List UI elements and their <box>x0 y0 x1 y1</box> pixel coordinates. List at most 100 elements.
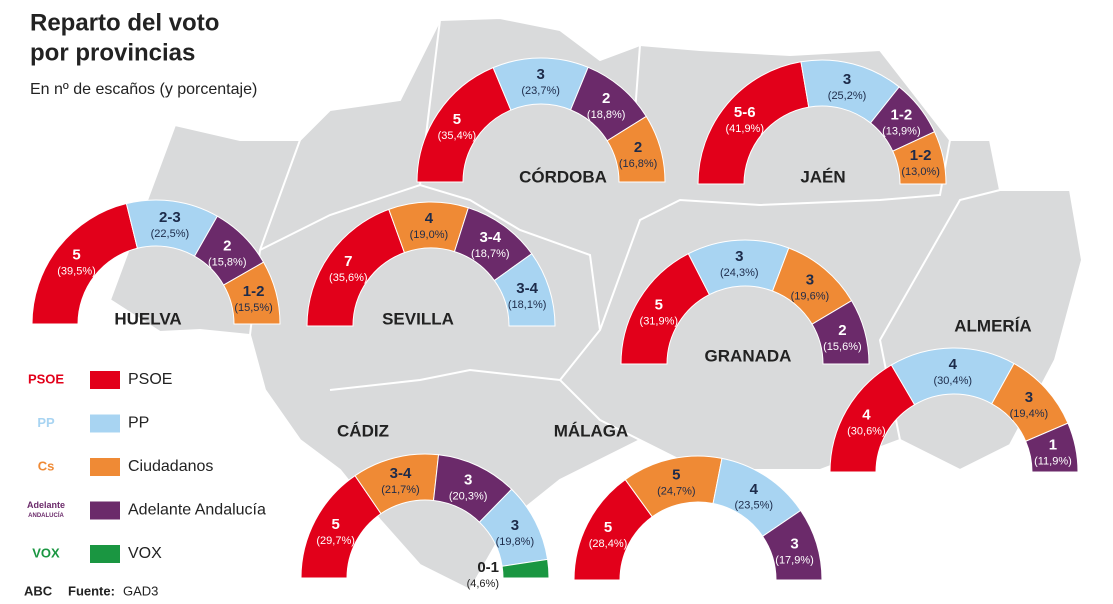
seat-segment <box>892 131 947 185</box>
province-name: HUELVA <box>114 309 181 328</box>
percent-label: (21,7%) <box>381 484 420 496</box>
percent-label: (31,9%) <box>640 315 679 327</box>
seat-label: 3 <box>536 66 544 83</box>
percent-label: (35,4%) <box>438 130 477 142</box>
seat-label: 3 <box>1025 389 1033 406</box>
hemicycle: 5 (39,5%) 2-3 (22,5%) 2 (15,8%) 1-2 (15,5%) HUEL… <box>31 199 281 328</box>
percent-label: (29,7%) <box>316 535 355 547</box>
percent-label: (4,6%) <box>467 578 499 590</box>
legend-swatch <box>90 501 120 520</box>
hemicycle: 5 (35,4%) 3 (23,7%) 2 (18,8%) 2 (16,8%) CÓRDOBA <box>416 57 666 186</box>
title-line: por provincias <box>30 39 195 66</box>
charts: 5 (35,4%) 3 (23,7%) 2 (18,8%) 2 (16,8%) CÓRDOBA 5… <box>31 57 1079 590</box>
seat-label: 5 <box>604 519 612 536</box>
legend-label: Ciudadanos <box>128 458 213 475</box>
percent-label: (24,7%) <box>657 485 696 497</box>
percent-label: (11,9%) <box>1034 456 1072 468</box>
seat-label: 2 <box>838 322 846 339</box>
party-logo: Adelante <box>27 500 65 510</box>
percent-label: (19,0%) <box>410 229 449 241</box>
province-name: CÓRDOBA <box>519 167 607 186</box>
percent-label: (18,8%) <box>587 109 626 121</box>
percent-label: (30,4%) <box>934 375 973 387</box>
percent-label: (22,5%) <box>151 228 190 240</box>
party-logo: Cs <box>38 458 55 473</box>
seat-label: 5 <box>672 466 680 483</box>
seat-segment <box>606 115 666 183</box>
province-name: ALMERÍA <box>954 316 1031 335</box>
province-name: SEVILLA <box>382 309 454 328</box>
seat-label: 4 <box>750 481 759 498</box>
percent-label: (35,6%) <box>329 272 368 284</box>
seat-label: 2 <box>223 237 231 254</box>
seat-label: 5 <box>655 296 663 313</box>
province-name: MÁLAGA <box>554 421 629 440</box>
party-logo: VOX <box>32 545 60 560</box>
seat-segment <box>811 299 870 365</box>
province-name: GRANADA <box>705 346 792 365</box>
party-logo: PP <box>37 415 55 430</box>
percent-label: (15,5%) <box>234 302 273 314</box>
seat-label: 7 <box>344 253 352 270</box>
seat-label: 3 <box>511 517 519 534</box>
hemicycle: 7 (35,6%) 4 (19,0%) 3-4 (18,7%) 3-4 (18,1%) SEVI… <box>306 201 556 328</box>
province-name: JAÉN <box>800 167 845 186</box>
percent-label: (19,6%) <box>791 291 830 303</box>
party-logo: ANDALUCÍA <box>28 511 64 519</box>
seat-label: 3 <box>843 71 851 88</box>
hemicycle: 4 (30,6%) 4 (30,4%) 3 (19,4%) 1 (11,9%) ALMERÍA <box>829 316 1079 473</box>
legend-label: PP <box>128 415 149 432</box>
percent-label: (17,9%) <box>775 554 814 566</box>
seat-label: 3-4 <box>516 280 538 297</box>
legend-swatch <box>90 371 120 389</box>
hemicycle: 5 (28,4%) 5 (24,7%) 4 (23,5%) 3 (17,9%) MÁLAGA <box>554 421 823 581</box>
hemicycle: 5 (29,7%) 3-4 (21,7%) 3 (20,3%) 3 (19,8%) 0-1 (4,… <box>300 421 550 590</box>
seat-label: 3 <box>790 535 798 552</box>
legend-swatch <box>90 458 120 476</box>
title-line: Reparto del voto <box>30 9 219 36</box>
percent-label: (24,3%) <box>720 267 759 279</box>
seat-label: 1-2 <box>891 107 913 124</box>
seat-label: 2 <box>634 139 642 156</box>
seat-label: 5-6 <box>734 104 756 121</box>
legend-swatch <box>90 414 120 433</box>
percent-label: (25,2%) <box>828 90 867 102</box>
legend-label: VOX <box>128 545 162 562</box>
percent-label: (19,4%) <box>1010 408 1049 420</box>
seat-segment <box>493 253 556 327</box>
percent-label: (18,7%) <box>471 248 510 260</box>
legend-swatch <box>90 545 120 563</box>
percent-label: (13,9%) <box>882 125 921 137</box>
seat-segment <box>1025 422 1079 473</box>
percent-label: (19,8%) <box>496 536 535 548</box>
percent-label: (41,9%) <box>725 123 764 135</box>
percent-label: (23,5%) <box>735 500 774 512</box>
seat-label: 4 <box>425 210 434 227</box>
seat-label: 5 <box>331 516 339 533</box>
subtitle: En nº de escaños (y porcentaje) <box>30 81 257 98</box>
hemicycle: 5 (31,9%) 3 (24,3%) 3 (19,6%) 2 (15,6%) GRANADA <box>620 239 870 365</box>
seat-segment <box>501 558 550 579</box>
percent-label: (15,8%) <box>208 256 247 268</box>
percent-label: (20,3%) <box>449 491 488 503</box>
percent-label: (18,1%) <box>508 299 547 311</box>
percent-label: (15,6%) <box>823 341 862 353</box>
seat-label: 3-4 <box>479 229 501 246</box>
legend-label: PSOE <box>128 371 172 388</box>
legend: PSOE PSOE PP PP Cs Ciudadanos AdelanteANDALUCÍ… <box>27 371 266 563</box>
seat-label: 2-3 <box>159 209 181 226</box>
seat-label: 3 <box>735 248 743 265</box>
seat-segment <box>761 509 823 581</box>
source-label: Fuente: <box>68 583 115 598</box>
percent-label: (23,7%) <box>521 85 560 97</box>
brand: ABC <box>24 583 53 598</box>
source: GAD3 <box>123 583 158 598</box>
percent-label: (30,6%) <box>847 426 886 438</box>
percent-label: (16,8%) <box>619 158 658 170</box>
hemicycle: 5-6(41,9%)3(25,2%)1-2(13,9%)1-2(13,0%)JA… <box>697 59 947 186</box>
party-logo: PSOE <box>28 371 64 386</box>
seat-label: 1-2 <box>243 283 265 300</box>
legend-label: Adelante Andalucía <box>128 502 266 519</box>
province-name: CÁDIZ <box>337 421 389 440</box>
